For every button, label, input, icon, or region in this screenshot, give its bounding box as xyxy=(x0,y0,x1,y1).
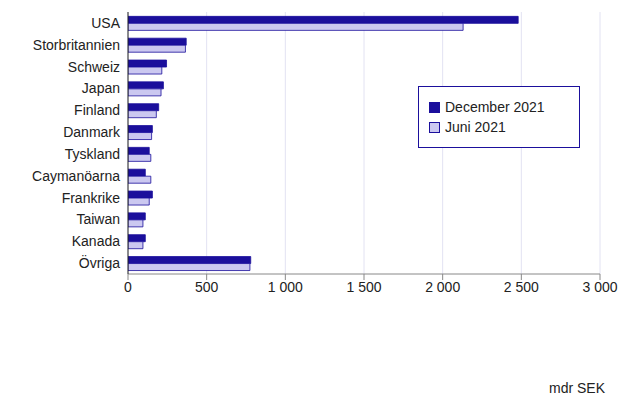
svg-text:Övriga: Övriga xyxy=(79,254,120,271)
svg-text:Danmark: Danmark xyxy=(63,124,121,140)
svg-text:Schweiz: Schweiz xyxy=(68,59,120,75)
svg-text:Kanada: Kanada xyxy=(72,233,120,249)
svg-text:Taiwan: Taiwan xyxy=(76,211,120,227)
svg-text:500: 500 xyxy=(195,279,219,295)
svg-text:Frankrike: Frankrike xyxy=(62,190,121,206)
svg-text:Finland: Finland xyxy=(74,102,120,118)
svg-text:Tyskland: Tyskland xyxy=(65,146,120,162)
svg-text:1 500: 1 500 xyxy=(346,279,381,295)
svg-text:Japan: Japan xyxy=(82,80,120,96)
svg-text:Caymanöarna: Caymanöarna xyxy=(32,168,120,184)
svg-text:2 500: 2 500 xyxy=(504,279,539,295)
svg-text:USA: USA xyxy=(91,15,120,31)
html-text:December 2021: December 2021 xyxy=(445,99,545,115)
svg-text:1 000: 1 000 xyxy=(268,279,303,295)
svg-text:Storbritannien: Storbritannien xyxy=(33,37,120,53)
svg-text:3 000: 3 000 xyxy=(582,279,617,295)
html-text:Juni 2021: Juni 2021 xyxy=(445,119,506,135)
svg-text:0: 0 xyxy=(124,279,132,295)
html-text:mdr SEK: mdr SEK xyxy=(549,380,605,396)
svg-text:2 000: 2 000 xyxy=(425,279,460,295)
